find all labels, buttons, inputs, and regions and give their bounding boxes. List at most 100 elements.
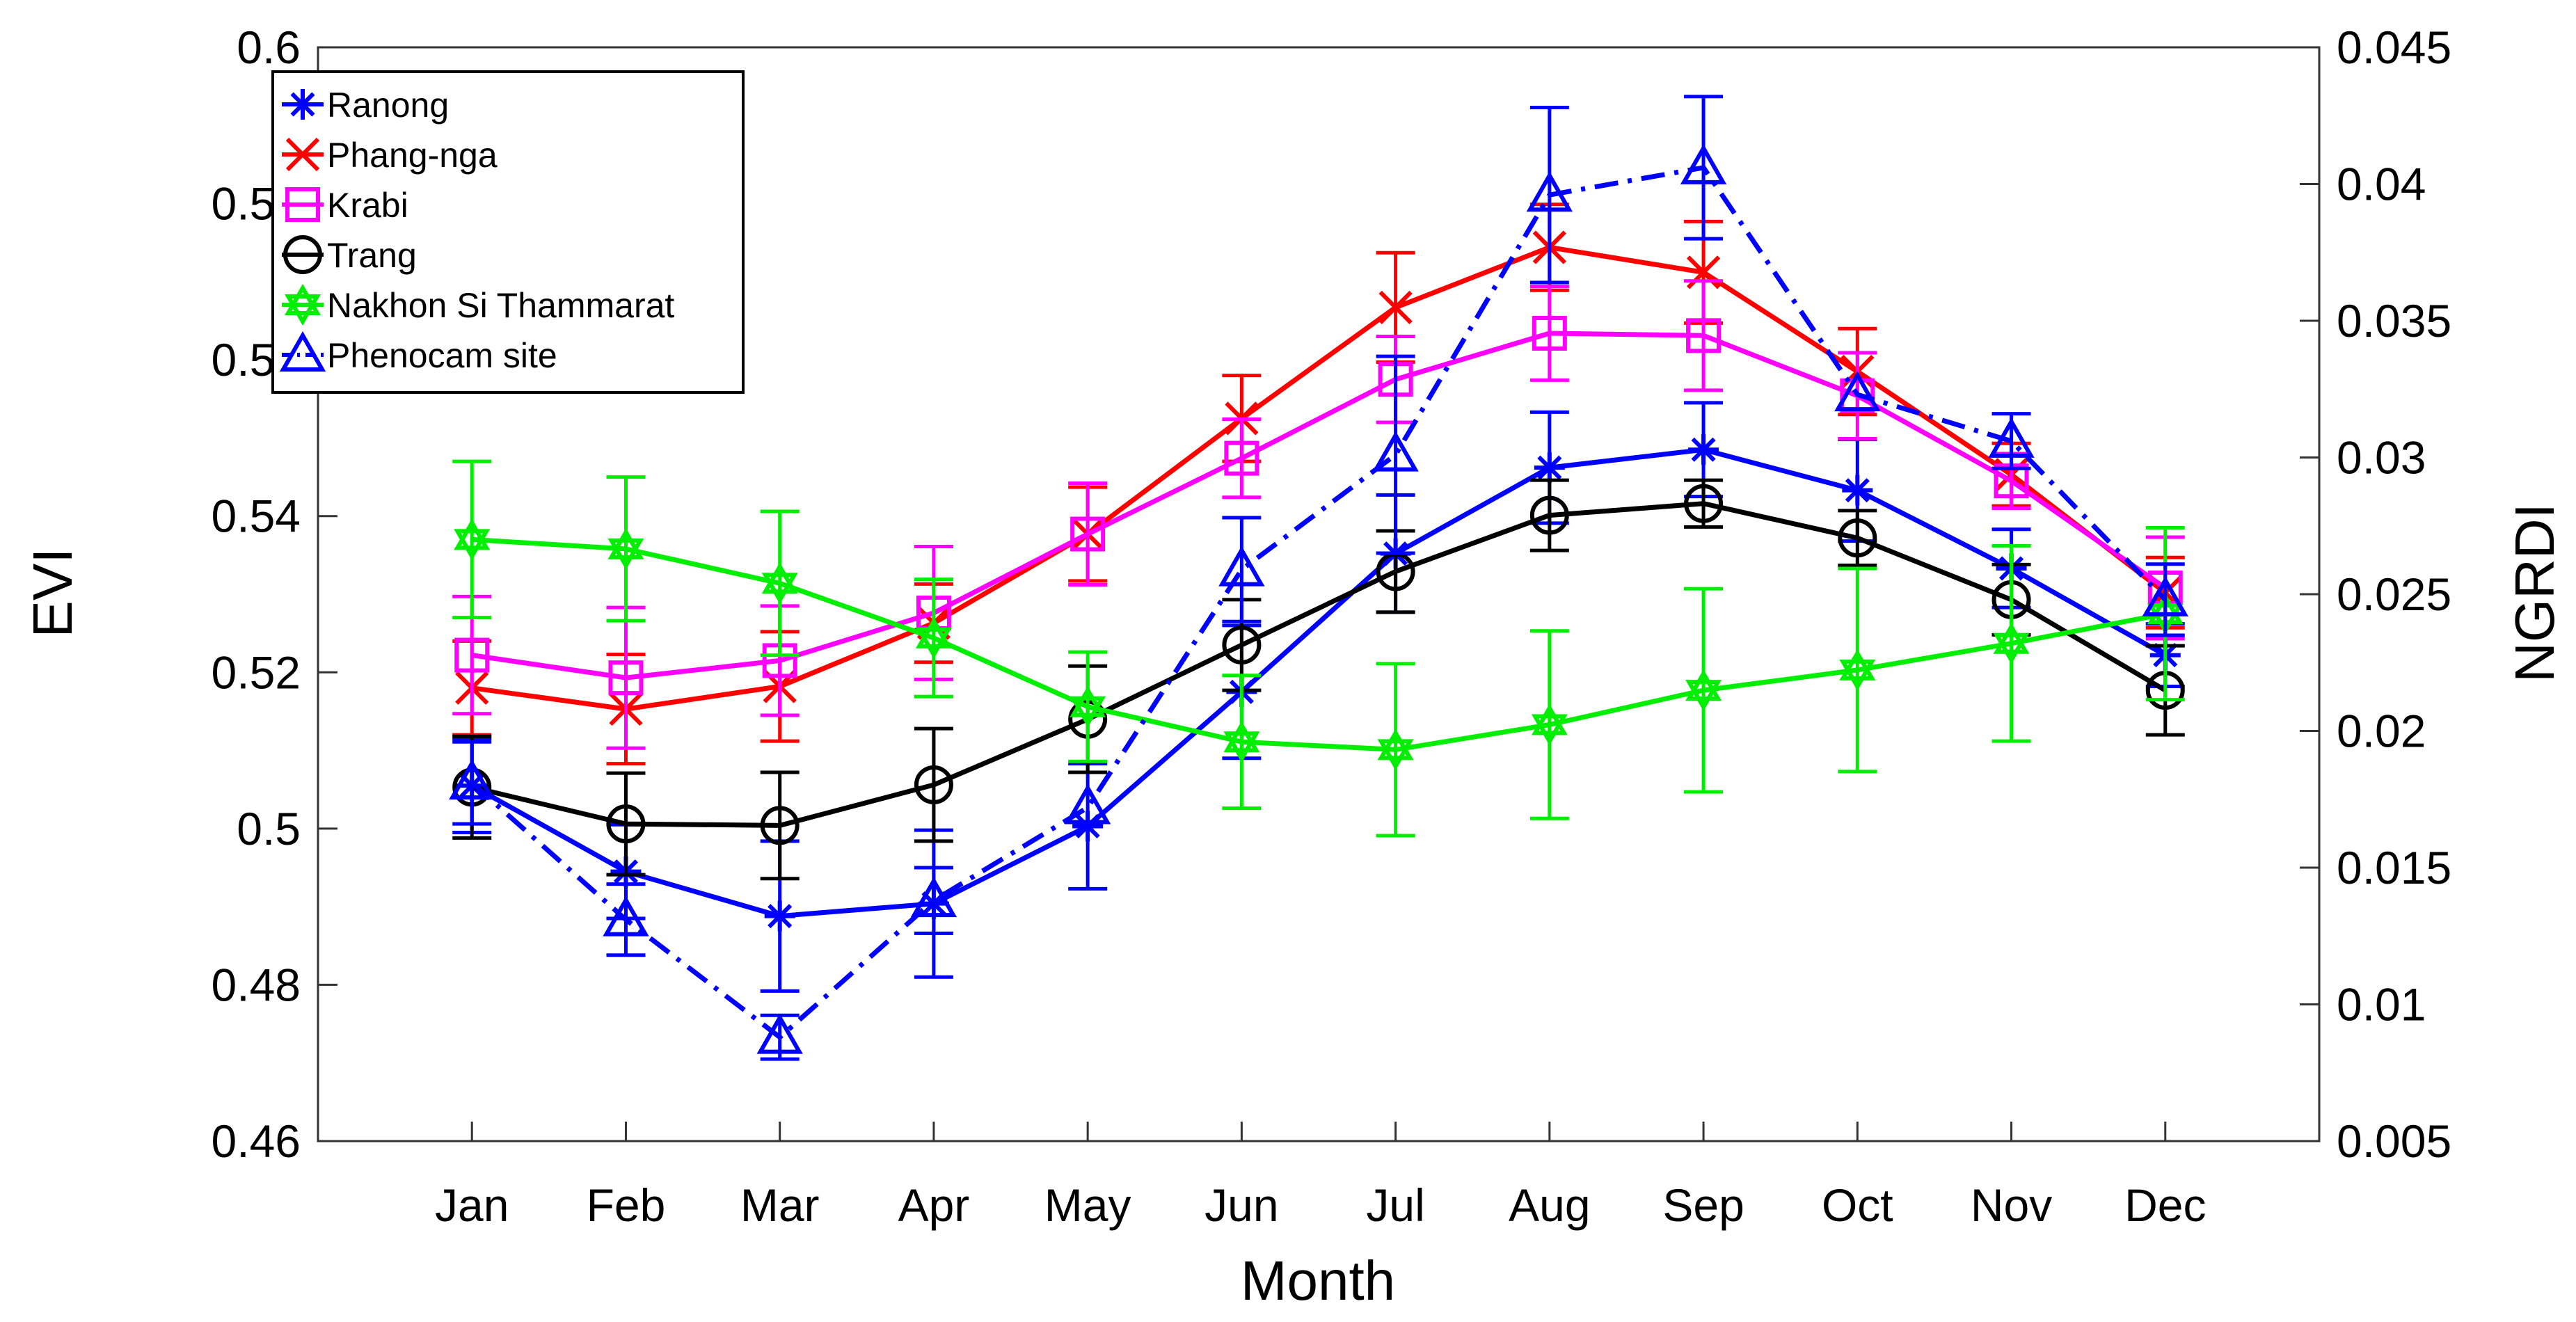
x-tick-label: Mar: [740, 1179, 820, 1231]
error-bar: [1222, 516, 1262, 623]
data-point: [1532, 315, 1567, 351]
series-line: [471, 330, 2167, 680]
data-point: [1224, 440, 1259, 476]
data-point: [910, 877, 957, 918]
x-tick-label: Nov: [1971, 1179, 2052, 1231]
data-point: [914, 765, 953, 804]
y-tick-label-left: 0.52: [212, 646, 301, 698]
data-point: [1377, 728, 1414, 771]
data-point: [1834, 371, 1881, 412]
series-phenocam-site: [449, 95, 2188, 1061]
legend-marker: [287, 89, 318, 120]
legend-marker: [279, 330, 326, 372]
legend-entry: Phang-nga: [282, 136, 498, 175]
y-tick-label-left: 0.6: [237, 22, 301, 73]
x-tick-label: Jul: [1366, 1179, 1424, 1231]
series-layer: [449, 95, 2188, 1061]
y-tick-label-left: 0.48: [212, 959, 301, 1010]
y-tick-label-left: 0.5: [237, 803, 301, 854]
data-point: [1218, 545, 1265, 587]
data-point: [1526, 171, 1573, 212]
data-point: [1842, 475, 1873, 506]
data-point: [915, 616, 952, 659]
series-line: [471, 245, 2167, 712]
legend: Ranong Phang-nga Krabi Trang Nakhon Si Thamm…: [271, 70, 745, 394]
data-point: [1688, 434, 1719, 465]
x-tick-label: Aug: [1509, 1179, 1590, 1231]
data-point: [1686, 318, 1722, 353]
legend-label: Nakhon Si Thammarat: [327, 286, 674, 325]
error-bar: [1376, 354, 1415, 555]
y-tick-label-right: 0.01: [2337, 979, 2426, 1030]
x-tick-label: Feb: [587, 1179, 666, 1231]
y-tick-label-left: 0.54: [212, 491, 301, 542]
legend-label: Krabi: [327, 186, 408, 225]
legend-label: Ranong: [327, 86, 449, 125]
data-point: [1838, 518, 1877, 558]
data-point: [764, 900, 795, 932]
data-point: [1070, 516, 1106, 552]
data-point: [1684, 484, 1724, 523]
data-point: [454, 518, 491, 561]
series-line: [470, 447, 2167, 919]
series-line: [471, 536, 2166, 752]
series-trang: [452, 478, 2185, 881]
y-axis-title-left: EVI: [22, 548, 84, 638]
x-tick-label: Oct: [1822, 1179, 1893, 1231]
data-point: [1685, 669, 1722, 712]
data-point: [760, 806, 800, 845]
data-point: [1529, 495, 1569, 535]
legend-marker: [285, 284, 321, 326]
data-point: [603, 895, 649, 937]
legend-entry: Nakhon Si Thammarat: [282, 284, 674, 326]
series-line: [470, 165, 2168, 1040]
x-tick-label: Apr: [898, 1179, 970, 1231]
data-point: [449, 759, 495, 800]
y-tick-label-right: 0.045: [2337, 22, 2451, 73]
data-point: [454, 637, 490, 673]
y-tick-label-right: 0.03: [2337, 432, 2426, 484]
legend-box: [271, 70, 745, 394]
y-tick-label-left: 0.46: [212, 1115, 301, 1167]
data-point: [1993, 622, 2030, 664]
legend-label: Phenocam site: [327, 336, 557, 375]
data-point: [1070, 685, 1106, 728]
data-point: [1680, 143, 1727, 184]
data-point: [1222, 625, 1262, 664]
data-point: [1072, 811, 1104, 842]
legend-entry: Ranong: [282, 86, 449, 125]
data-point: [1839, 648, 1876, 691]
data-point: [1223, 721, 1260, 763]
x-tick-label: Jan: [435, 1179, 509, 1231]
y-tick-label-right: 0.035: [2337, 295, 2451, 347]
series-nakhon-si-thammarat: [452, 459, 2185, 838]
x-tick-label: Dec: [2124, 1179, 2206, 1231]
data-point: [1988, 417, 2035, 458]
x-tick-label: Jun: [1204, 1179, 1278, 1231]
legend-entry: Krabi: [282, 186, 408, 225]
y-tick-label-right: 0.025: [2337, 568, 2451, 620]
data-point: [1378, 290, 1413, 325]
legend-marker: [285, 187, 320, 222]
y-tick-label-right: 0.04: [2337, 159, 2426, 210]
y-tick-label-right: 0.005: [2337, 1115, 2451, 1167]
data-point: [607, 527, 644, 570]
legend-entry: Phenocam site: [279, 330, 557, 375]
legend-marker: [283, 235, 322, 274]
data-point: [1531, 703, 1568, 746]
series-line: [471, 501, 2167, 828]
x-tick-label: Sep: [1662, 1179, 1744, 1231]
x-tick-label: May: [1044, 1179, 1131, 1231]
data-point: [608, 660, 644, 696]
y-tick-label-right: 0.02: [2337, 706, 2426, 757]
data-point: [1372, 431, 1419, 472]
data-point: [606, 804, 646, 844]
legend-marker: [285, 137, 320, 172]
data-point: [756, 1013, 803, 1054]
legend-label: Phang-nga: [327, 136, 498, 175]
data-point: [1064, 783, 1111, 825]
data-point: [761, 562, 798, 605]
x-axis-title: Month: [1241, 1250, 1395, 1312]
axes-layer: 0.460.480.50.520.540.560.580.60.0050.010…: [212, 22, 2452, 1231]
